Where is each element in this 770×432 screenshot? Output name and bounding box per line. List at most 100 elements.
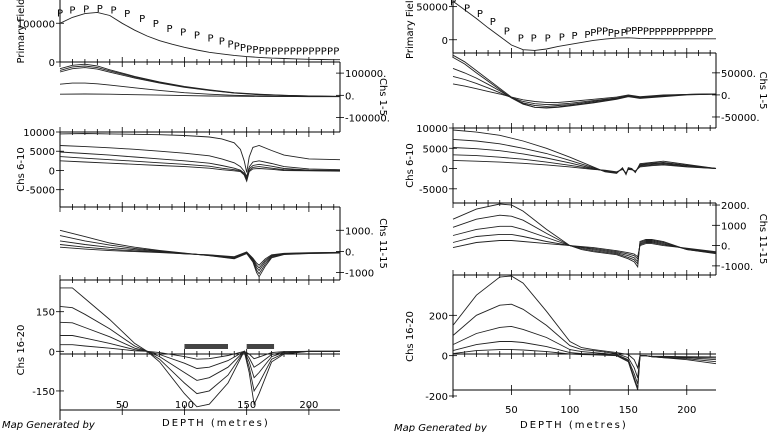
primary-field-marker: P <box>208 33 214 44</box>
y-tick-label: 0. <box>721 242 731 253</box>
y-tick-label: 10000 <box>23 128 55 139</box>
primary-field-marker: P <box>684 27 690 38</box>
depth-tick-label: 200 <box>677 405 696 416</box>
primary-field-marker: P <box>631 26 637 37</box>
series-line-2 <box>452 214 717 265</box>
primary-field-marker: P <box>559 32 565 43</box>
primary-field-marker: P <box>655 27 661 38</box>
track-5: 150 0 -150 Chs 16-20 <box>16 280 340 420</box>
y-tick-label: 0 <box>442 165 448 176</box>
track-axis-title: Chs 6-10 <box>16 147 27 191</box>
y-tick-label: 100000. <box>345 69 386 80</box>
series-line-1 <box>452 0 716 51</box>
primary-field-marker: P <box>707 27 713 38</box>
series-line-2 <box>452 303 717 378</box>
series-line-5 <box>452 349 717 391</box>
series-line-5 <box>452 240 717 258</box>
primary-field-marker: P <box>584 30 590 41</box>
track-axis-title: Chs 6-10 <box>405 143 416 187</box>
series-line-5 <box>452 159 717 174</box>
series-line-3 <box>59 67 341 97</box>
primary-field-marker: P <box>277 46 283 57</box>
y-tick-label: 1000 <box>721 221 746 232</box>
primary-field-marker: P <box>259 46 265 57</box>
y-tick-label: -50000. <box>721 113 760 124</box>
y-tick-label: -100000. <box>345 114 390 125</box>
depth-tick-label: 150 <box>619 405 638 416</box>
series-line-1 <box>452 203 717 269</box>
primary-field-marker: P <box>590 28 596 39</box>
primary-field-marker: P <box>57 8 63 19</box>
depth-label-right: DEPTH (metres) <box>520 420 628 431</box>
y-tick-label: 150 <box>36 308 55 319</box>
primary-field-marker: P <box>701 27 707 38</box>
primary-field-marker: P <box>572 31 578 42</box>
y-tick-label: -150 <box>32 387 55 398</box>
track-axis-title: Chs 1-5 <box>377 78 388 116</box>
primary-field-marker: P <box>614 29 620 40</box>
track-axis-title: Chs 16-20 <box>16 325 27 376</box>
primary-field-marker: P <box>649 27 655 38</box>
primary-field-marker: P <box>321 46 327 57</box>
primary-field-marker: P <box>110 6 116 17</box>
track-2: 100000. 0. -100000.Chs 1-5 <box>59 62 390 137</box>
series-line-4 <box>59 82 340 98</box>
primary-field-marker: P <box>240 43 246 54</box>
primary-field-marker: P <box>504 26 510 37</box>
series-line-1 <box>59 11 340 61</box>
primary-field-marker: P <box>227 39 233 50</box>
primary-field-marker: P <box>518 34 524 45</box>
y-tick-label: 200 <box>429 311 448 322</box>
primary-field-marker: P <box>265 46 271 57</box>
depth-tick-label: 50 <box>116 400 129 411</box>
primary-field-marker: P <box>678 27 684 38</box>
depth-tick-label: 200 <box>299 400 318 411</box>
track-axis-title: Primary Field <box>405 0 416 59</box>
primary-field-marker: P <box>139 14 145 25</box>
series-line-2 <box>59 305 340 395</box>
y-tick-label: -200 <box>425 392 448 403</box>
primary-field-marker: P <box>464 3 470 14</box>
series-line-5 <box>60 344 340 360</box>
primary-field-marker: P <box>290 46 296 57</box>
primary-field-marker: P <box>477 9 483 20</box>
y-tick-label: 50000. <box>721 69 756 80</box>
primary-field-marker: P <box>252 45 258 56</box>
y-tick-label: -5000 <box>26 186 55 197</box>
y-tick-label: 0 <box>442 352 448 363</box>
depth-label-left: DEPTH (metres) <box>162 418 270 429</box>
track-axis-title: Primary Field <box>16 0 27 63</box>
primary-field-marker: P <box>194 30 200 41</box>
series-line-5 <box>59 160 341 183</box>
y-tick-label: 5000 <box>423 144 448 155</box>
depth-axis: 50 100 150 200 <box>60 400 340 415</box>
y-tick-label: 0 <box>49 166 55 177</box>
series-line-3 <box>59 240 341 272</box>
y-tick-label: 0. <box>721 91 731 102</box>
primary-field-marker: P <box>333 46 339 57</box>
primary-field-marker: P <box>246 44 252 55</box>
primary-field-marker: P <box>660 27 666 38</box>
depth-tick-label: 50 <box>505 405 518 416</box>
primary-field-marker: P <box>608 28 614 39</box>
series-line-1 <box>59 133 341 173</box>
series-line-4 <box>59 156 341 182</box>
y-tick-label: -5000 <box>419 185 448 196</box>
footer-right: Map Generated by <box>394 423 488 432</box>
y-tick-label: 100000 <box>17 19 55 30</box>
primary-field-marker: P <box>124 9 130 20</box>
y-tick-label: 0 <box>49 58 55 69</box>
primary-field-marker: P <box>531 34 537 45</box>
depth-tick-label: 100 <box>175 400 194 411</box>
primary-field-marker: P <box>308 46 314 57</box>
y-tick-label: 1000. <box>345 226 374 237</box>
primary-field-marker: P <box>296 46 302 57</box>
primary-field-marker: P <box>621 28 627 39</box>
primary-field-marker: P <box>97 4 103 15</box>
series-line-4 <box>452 233 717 260</box>
primary-field-marker: P <box>625 26 631 37</box>
y-tick-label: 50000 <box>416 3 448 14</box>
